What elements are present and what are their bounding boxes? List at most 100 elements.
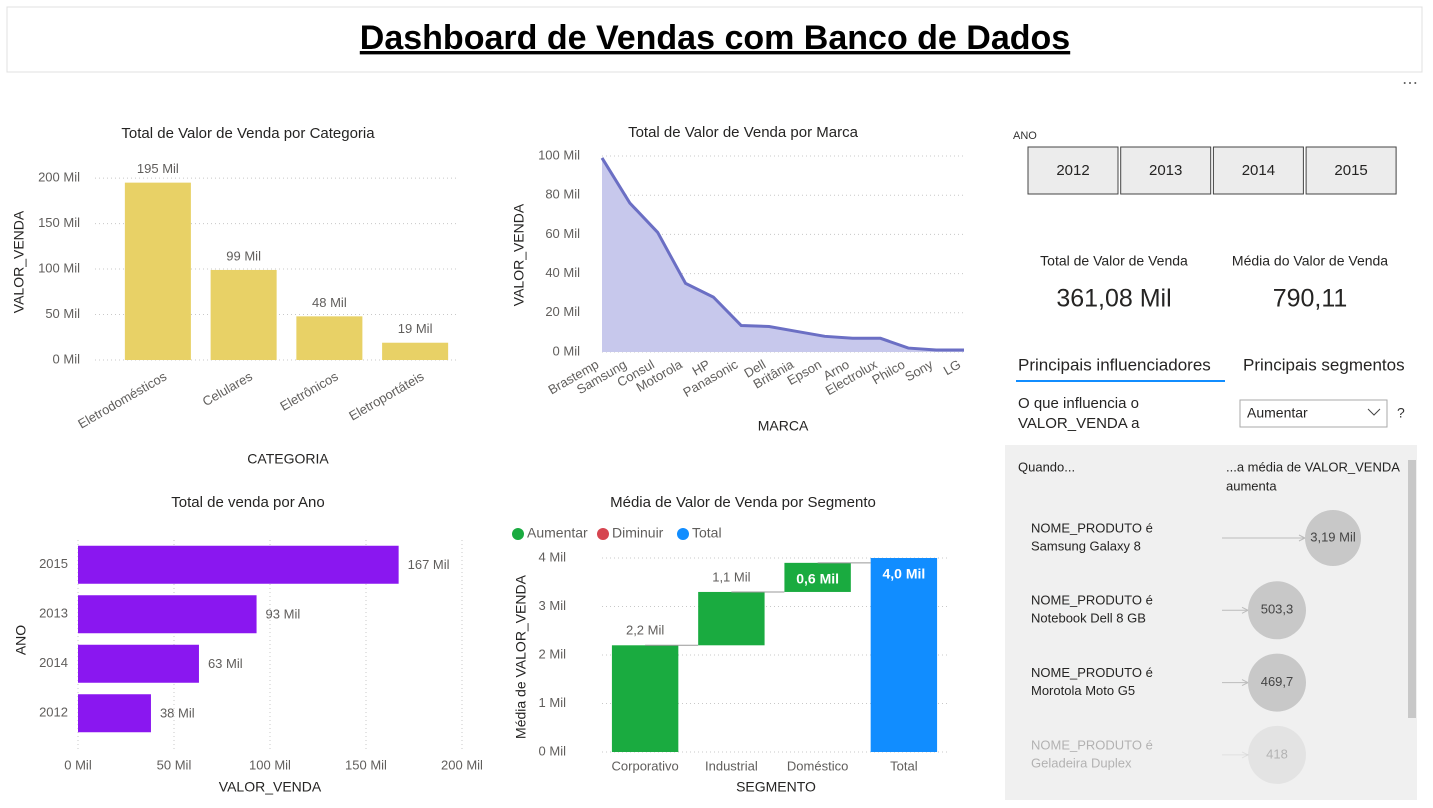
x-tick-label: 200 Mil xyxy=(441,757,483,772)
y-tick-label: 0 Mil xyxy=(53,351,81,366)
x-tick-label: Eletrodomésticos xyxy=(75,368,169,431)
dropdown-chevron xyxy=(1367,408,1381,416)
when-header: Quando... xyxy=(1018,459,1075,474)
x-axis-title: CATEGORIA xyxy=(247,451,329,467)
bar xyxy=(698,591,765,646)
x-axis-title: SEGMENTO xyxy=(736,779,816,795)
card-value: 790,11 xyxy=(1273,285,1348,313)
bar xyxy=(611,645,679,752)
x-tick-label: Eletrônicos xyxy=(277,368,341,413)
influencer-value: Notebook Dell 8 GB xyxy=(1031,611,1146,626)
x-axis-title: VALOR_VENDA xyxy=(219,779,322,795)
y-tick-label: 2015 xyxy=(39,556,68,571)
bar xyxy=(870,558,938,752)
dropdown[interactable] xyxy=(1239,399,1388,428)
y-axis-title: VALOR_VENDA xyxy=(11,210,27,313)
influencer-impact: 418 xyxy=(1266,746,1288,761)
result-header: aumenta xyxy=(1226,478,1277,493)
x-tick-label: Corporativo xyxy=(612,758,679,773)
influencer-value: Morotola Moto G5 xyxy=(1031,683,1135,698)
bar xyxy=(78,644,199,683)
x-tick-label: Doméstico xyxy=(787,758,848,773)
x-tick-label: Panasonic xyxy=(680,356,741,400)
legend-label: Diminuir xyxy=(612,525,664,541)
y-tick-label: 2012 xyxy=(39,705,68,720)
tab[interactable]: Principais segmentos xyxy=(1243,355,1405,374)
influencer-field: NOME_PRODUTO é xyxy=(1031,665,1153,680)
legend-label: Aumentar xyxy=(527,525,588,541)
card-label: Média do Valor de Venda xyxy=(1232,253,1388,269)
influencer-field: NOME_PRODUTO é xyxy=(1031,737,1153,752)
data-label: 99 Mil xyxy=(226,248,261,263)
x-axis-title: MARCA xyxy=(758,418,809,434)
scrollbar[interactable] xyxy=(1408,460,1416,718)
data-label: 48 Mil xyxy=(312,295,347,310)
dropdown-value: Aumentar xyxy=(1247,405,1308,421)
slicer-button[interactable] xyxy=(1212,146,1304,195)
slicer-button[interactable] xyxy=(1027,146,1119,195)
question: VALOR_VENDA a xyxy=(1018,415,1140,432)
bar xyxy=(124,182,191,360)
header-box xyxy=(6,6,1423,73)
influencer-bubble xyxy=(1248,653,1306,712)
bar xyxy=(382,342,449,360)
x-tick-label: 0 Mil xyxy=(64,757,92,772)
x-tick-label: 50 Mil xyxy=(157,757,192,772)
data-label: 63 Mil xyxy=(208,656,243,671)
y-tick-label: 0 Mil xyxy=(539,743,567,758)
y-tick-label: 2014 xyxy=(39,655,68,670)
more-options[interactable]: ⋯ xyxy=(1402,75,1418,92)
slicer-option: 2014 xyxy=(1242,162,1275,179)
question: O que influencia o xyxy=(1018,395,1139,412)
legend-marker xyxy=(512,528,524,540)
bar xyxy=(78,595,257,634)
x-tick-label: LG xyxy=(941,357,964,379)
slicer-option: 2012 xyxy=(1056,162,1089,179)
data-label: 4,0 Mil xyxy=(882,566,925,582)
y-tick-label: 60 Mil xyxy=(545,226,580,241)
influencer-field: NOME_PRODUTO é xyxy=(1031,593,1153,608)
tab[interactable]: Principais influenciadores xyxy=(1018,355,1211,374)
x-tick-label: 150 Mil xyxy=(345,757,387,772)
slicer-label: ANO xyxy=(1013,130,1037,142)
x-tick-label: Industrial xyxy=(705,758,758,773)
influencer-value: Geladeira Duplex xyxy=(1031,755,1132,770)
influencer-bubble xyxy=(1305,510,1361,566)
y-tick-label: 100 Mil xyxy=(538,147,580,162)
legend-marker xyxy=(597,528,609,540)
card-value: 361,08 Mil xyxy=(1056,285,1171,313)
legend-marker xyxy=(677,528,689,540)
slicer-button[interactable] xyxy=(1120,146,1212,195)
y-tick-label: 1 Mil xyxy=(539,695,567,710)
y-tick-label: 150 Mil xyxy=(38,215,80,230)
chart-title: Total de Valor de Venda por Categoria xyxy=(121,125,375,142)
data-label: 1,1 Mil xyxy=(712,569,750,584)
chart-title: Total de Valor de Venda por Marca xyxy=(628,124,859,141)
y-axis-title: Média de VALOR_VENDA xyxy=(513,574,529,739)
influencer-field: NOME_PRODUTO é xyxy=(1031,520,1153,535)
area xyxy=(602,157,964,352)
data-label: 0,6 Mil xyxy=(796,571,839,587)
x-tick-label: Eletroportáteis xyxy=(346,368,427,423)
slicer-button[interactable] xyxy=(1305,146,1397,195)
influencer-impact: 469,7 xyxy=(1261,674,1294,689)
x-tick-label: Celulares xyxy=(200,368,255,409)
y-tick-label: 200 Mil xyxy=(38,170,80,185)
y-tick-label: 80 Mil xyxy=(545,187,580,202)
influencer-bubble xyxy=(1248,581,1306,640)
y-tick-label: 100 Mil xyxy=(38,260,80,275)
slicer-option: 2015 xyxy=(1334,162,1367,179)
y-tick-label: 50 Mil xyxy=(45,306,80,321)
y-tick-label: 20 Mil xyxy=(545,304,580,319)
data-label: 167 Mil xyxy=(408,557,450,572)
help: ? xyxy=(1397,405,1405,421)
result-header: ...a média de VALOR_VENDA xyxy=(1226,459,1400,474)
influencer-impact: 503,3 xyxy=(1261,602,1294,617)
y-axis-title: VALOR_VENDA xyxy=(511,203,527,306)
chart-title: Média de Valor de Venda por Segmento xyxy=(610,494,876,511)
data-label: 2,2 Mil xyxy=(626,623,664,638)
line xyxy=(600,157,964,352)
data-label: 93 Mil xyxy=(266,607,301,622)
card-label: Total de Valor de Venda xyxy=(1040,253,1188,269)
